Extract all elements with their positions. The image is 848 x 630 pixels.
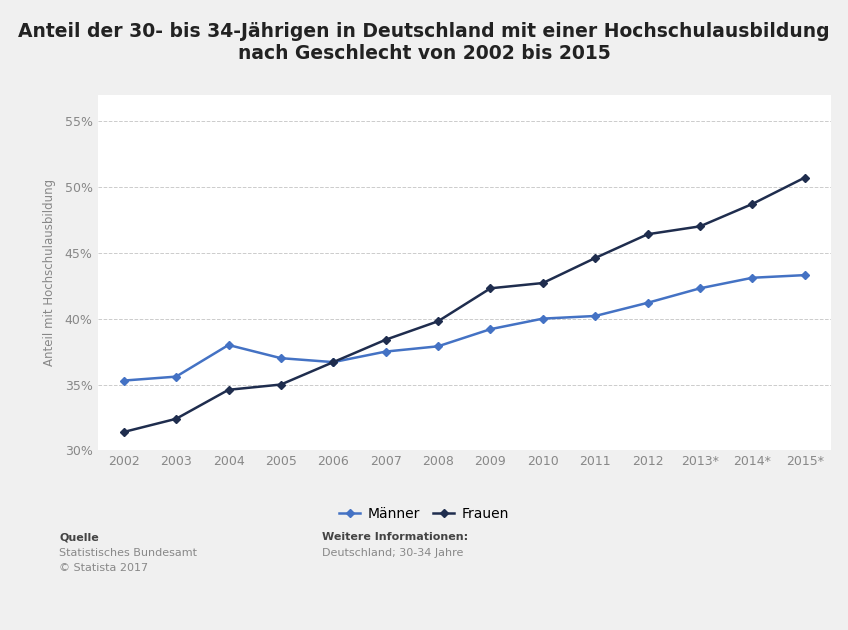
Männer [800,272,810,279]
Frauen [590,254,600,261]
Frauen [276,381,286,388]
Männer [485,325,495,333]
Frauen [328,358,338,366]
Line: Männer: Männer [120,272,808,384]
Frauen [485,285,495,292]
Männer [328,358,338,366]
Männer [590,312,600,320]
Frauen [695,222,706,230]
Männer [381,348,391,355]
Männer [433,343,444,350]
Männer [119,377,129,384]
Frauen [381,336,391,343]
Text: Anteil der 30- bis 34-Jährigen in Deutschland mit einer Hochschulausbildung: Anteil der 30- bis 34-Jährigen in Deutsc… [18,22,830,41]
Frauen [433,318,444,325]
Frauen [747,200,757,208]
Frauen [171,415,181,423]
Männer [538,315,548,323]
Frauen [223,386,233,394]
Frauen [643,231,653,238]
Frauen [538,279,548,287]
Männer [747,274,757,282]
Männer [223,341,233,349]
Frauen [800,174,810,181]
Line: Frauen: Frauen [120,175,808,435]
Männer [276,355,286,362]
Y-axis label: Anteil mit Hochschulausbildung: Anteil mit Hochschulausbildung [43,179,56,366]
Frauen [119,428,129,436]
Text: Statistisches Bundesamt
© Statista 2017: Statistisches Bundesamt © Statista 2017 [59,548,198,573]
Männer [695,285,706,292]
Text: Weitere Informationen:: Weitere Informationen: [322,532,468,542]
Männer [643,299,653,307]
Text: Quelle: Quelle [59,532,99,542]
Text: nach Geschlecht von 2002 bis 2015: nach Geschlecht von 2002 bis 2015 [237,44,611,63]
Legend: Männer, Frauen: Männer, Frauen [334,501,514,527]
Text: Deutschland; 30-34 Jahre: Deutschland; 30-34 Jahre [322,548,464,558]
Männer [171,373,181,381]
